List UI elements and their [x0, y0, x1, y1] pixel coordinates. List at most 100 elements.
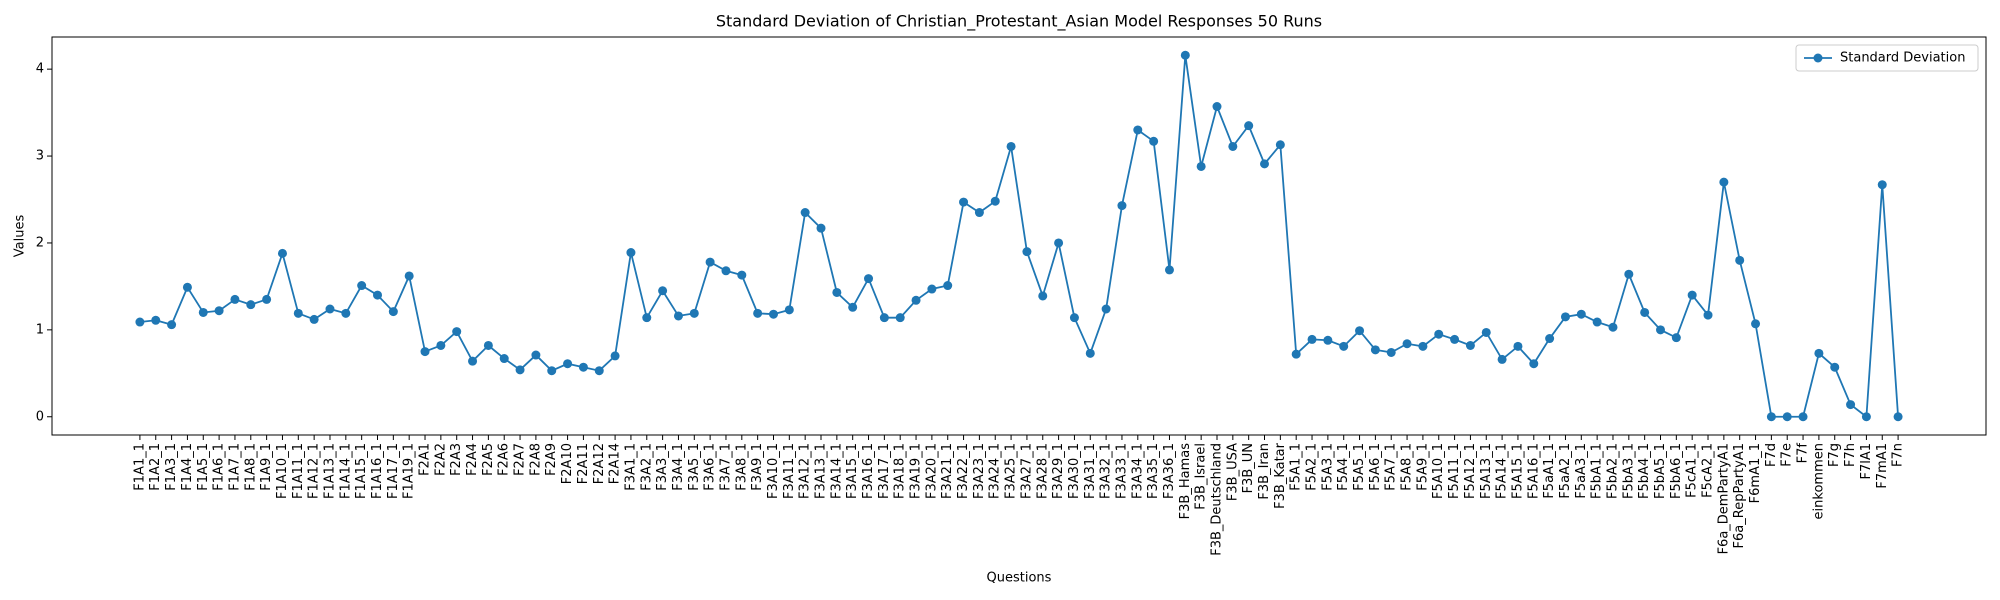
point [1307, 334, 1317, 344]
point [626, 248, 636, 258]
point [1576, 309, 1586, 319]
point [768, 309, 778, 319]
point [610, 351, 620, 361]
x-tick-label: F3A3_1 [655, 443, 670, 491]
point [468, 356, 478, 366]
point [373, 290, 383, 300]
x-tick-label: F5A13_1 [1479, 443, 1494, 499]
x-tick-label: F3A33_1 [1114, 443, 1129, 499]
x-tick-label: F3A28_1 [1035, 443, 1050, 499]
point [1893, 412, 1903, 422]
point [341, 308, 351, 318]
x-tick-label: F7e [1780, 443, 1795, 467]
point [990, 196, 1000, 206]
x-tick-label: F5bA3_1 [1621, 443, 1636, 499]
x-tick-label: F1A13_1 [322, 443, 337, 499]
point [594, 366, 604, 376]
x-tick-label: F5bA6_1 [1669, 443, 1684, 499]
point [563, 359, 573, 369]
x-tick-label: F2A11 [576, 443, 591, 484]
x-tick-label: F3A35_1 [1146, 443, 1161, 499]
x-tick-label: F3A15_1 [845, 443, 860, 499]
point [1386, 347, 1396, 357]
point [293, 308, 303, 318]
point [642, 313, 652, 323]
x-tick-label: F3A23_1 [972, 443, 987, 499]
x-tick-label: F3A12_1 [798, 443, 813, 499]
x-tick-label: F5A6_1 [1368, 443, 1383, 491]
x-tick-label: F1A17_1 [386, 443, 401, 499]
x-tick-label: F5A9_1 [1415, 443, 1430, 491]
x-tick-label: F3B_Israel [1194, 443, 1209, 510]
point [277, 248, 287, 258]
point [1180, 50, 1190, 60]
point [1355, 326, 1365, 336]
x-tick-label: F1A1_1 [132, 443, 147, 491]
x-tick-label: F2A2 [433, 443, 448, 476]
point [167, 320, 177, 330]
x-tick-label: F7n [1891, 443, 1906, 467]
point [753, 308, 763, 318]
x-tick-label: F3A29_1 [1051, 443, 1066, 499]
y-tick-label: 4 [36, 62, 44, 77]
x-tick-label: F3A34_1 [1130, 443, 1145, 499]
point [895, 313, 905, 323]
x-tick-label: F3A21_1 [940, 443, 955, 499]
x-tick-label: F3B_Deutschland [1209, 443, 1224, 556]
x-tick-label: F3A25_1 [1004, 443, 1019, 499]
point [737, 270, 747, 280]
x-tick-label: F6a_DemPartyA1 [1716, 443, 1731, 554]
x-tick-label: F1A4_1 [180, 443, 195, 491]
point [800, 208, 810, 218]
x-tick-label: F5bA4_1 [1637, 443, 1652, 499]
x-tick-label: F7h [1843, 443, 1858, 467]
point [1687, 290, 1697, 300]
x-tick-label: einkommen [1811, 443, 1826, 519]
point [784, 305, 794, 315]
point [689, 308, 699, 318]
x-tick-label: F7f [1796, 443, 1811, 464]
x-tick-label: F2A7 [513, 443, 528, 476]
x-tick-label: F1A2_1 [148, 443, 163, 491]
x-tick-label: F5A12_1 [1463, 443, 1478, 499]
x-axis-label: Questions [987, 571, 1052, 586]
point [436, 340, 446, 350]
x-tick-label: F3A9_1 [750, 443, 765, 491]
point [974, 208, 984, 218]
point [1782, 412, 1792, 422]
x-tick-label: F2A1 [418, 443, 433, 476]
x-tick-label: F2A6 [497, 443, 512, 476]
point [1006, 141, 1016, 151]
point [1830, 362, 1840, 372]
point [1513, 341, 1523, 351]
point [246, 300, 256, 310]
point [1640, 307, 1650, 317]
point [1244, 121, 1254, 131]
point [1608, 322, 1618, 332]
point [1117, 201, 1127, 211]
point [658, 286, 668, 296]
x-tick-label: F5A15_1 [1510, 443, 1525, 499]
x-tick-label: F5A16_1 [1526, 443, 1541, 499]
x-tick-label: F5aA1_1 [1542, 443, 1557, 499]
x-tick-label: F5A10_1 [1431, 443, 1446, 499]
x-tick-label: F3A6_1 [703, 443, 718, 491]
point [1069, 313, 1079, 323]
point [1529, 359, 1539, 369]
x-tick-label: F3B_USA [1225, 443, 1240, 501]
point [1260, 159, 1270, 169]
x-tick-label: F3A22_1 [956, 443, 971, 499]
point [1735, 255, 1745, 265]
point [531, 350, 541, 360]
point [848, 302, 858, 312]
point [1846, 400, 1856, 410]
x-tick-label: F3A11_1 [782, 443, 797, 499]
x-tick-label: F1A8_1 [243, 443, 258, 491]
point [721, 266, 731, 276]
y-tick-label: 3 [36, 149, 44, 164]
chart-title: Standard Deviation of Christian_Protesta… [716, 12, 1322, 32]
x-tick-label: F7d [1764, 443, 1779, 467]
x-tick-label: F5aA2_1 [1558, 443, 1573, 499]
point [499, 354, 509, 364]
